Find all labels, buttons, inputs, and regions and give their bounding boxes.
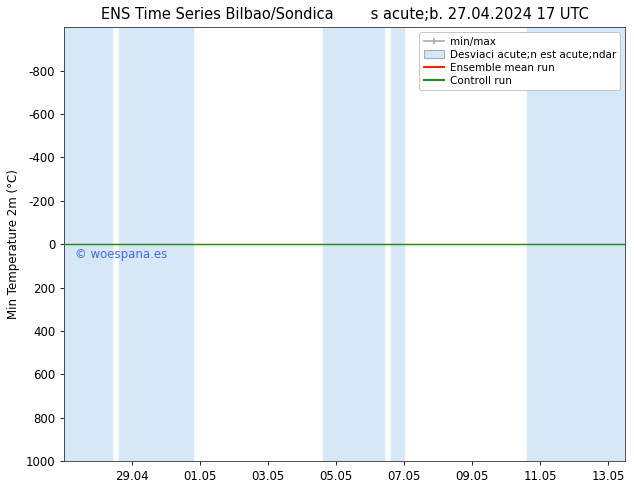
Y-axis label: Min Temperature 2m (°C): Min Temperature 2m (°C) xyxy=(7,169,20,319)
Text: © woespana.es: © woespana.es xyxy=(75,248,167,262)
Bar xyxy=(64,27,112,461)
Title: ENS Time Series Bilbao/Sondica        s acute;b. 27.04.2024 17 UTC: ENS Time Series Bilbao/Sondica s acute;b… xyxy=(101,7,588,22)
Bar xyxy=(119,27,193,461)
Legend: min/max, Desviaci acute;n est acute;ndar, Ensemble mean run, Controll run: min/max, Desviaci acute;n est acute;ndar… xyxy=(420,32,620,90)
Bar xyxy=(391,27,404,461)
Bar xyxy=(527,27,625,461)
Bar xyxy=(323,27,384,461)
